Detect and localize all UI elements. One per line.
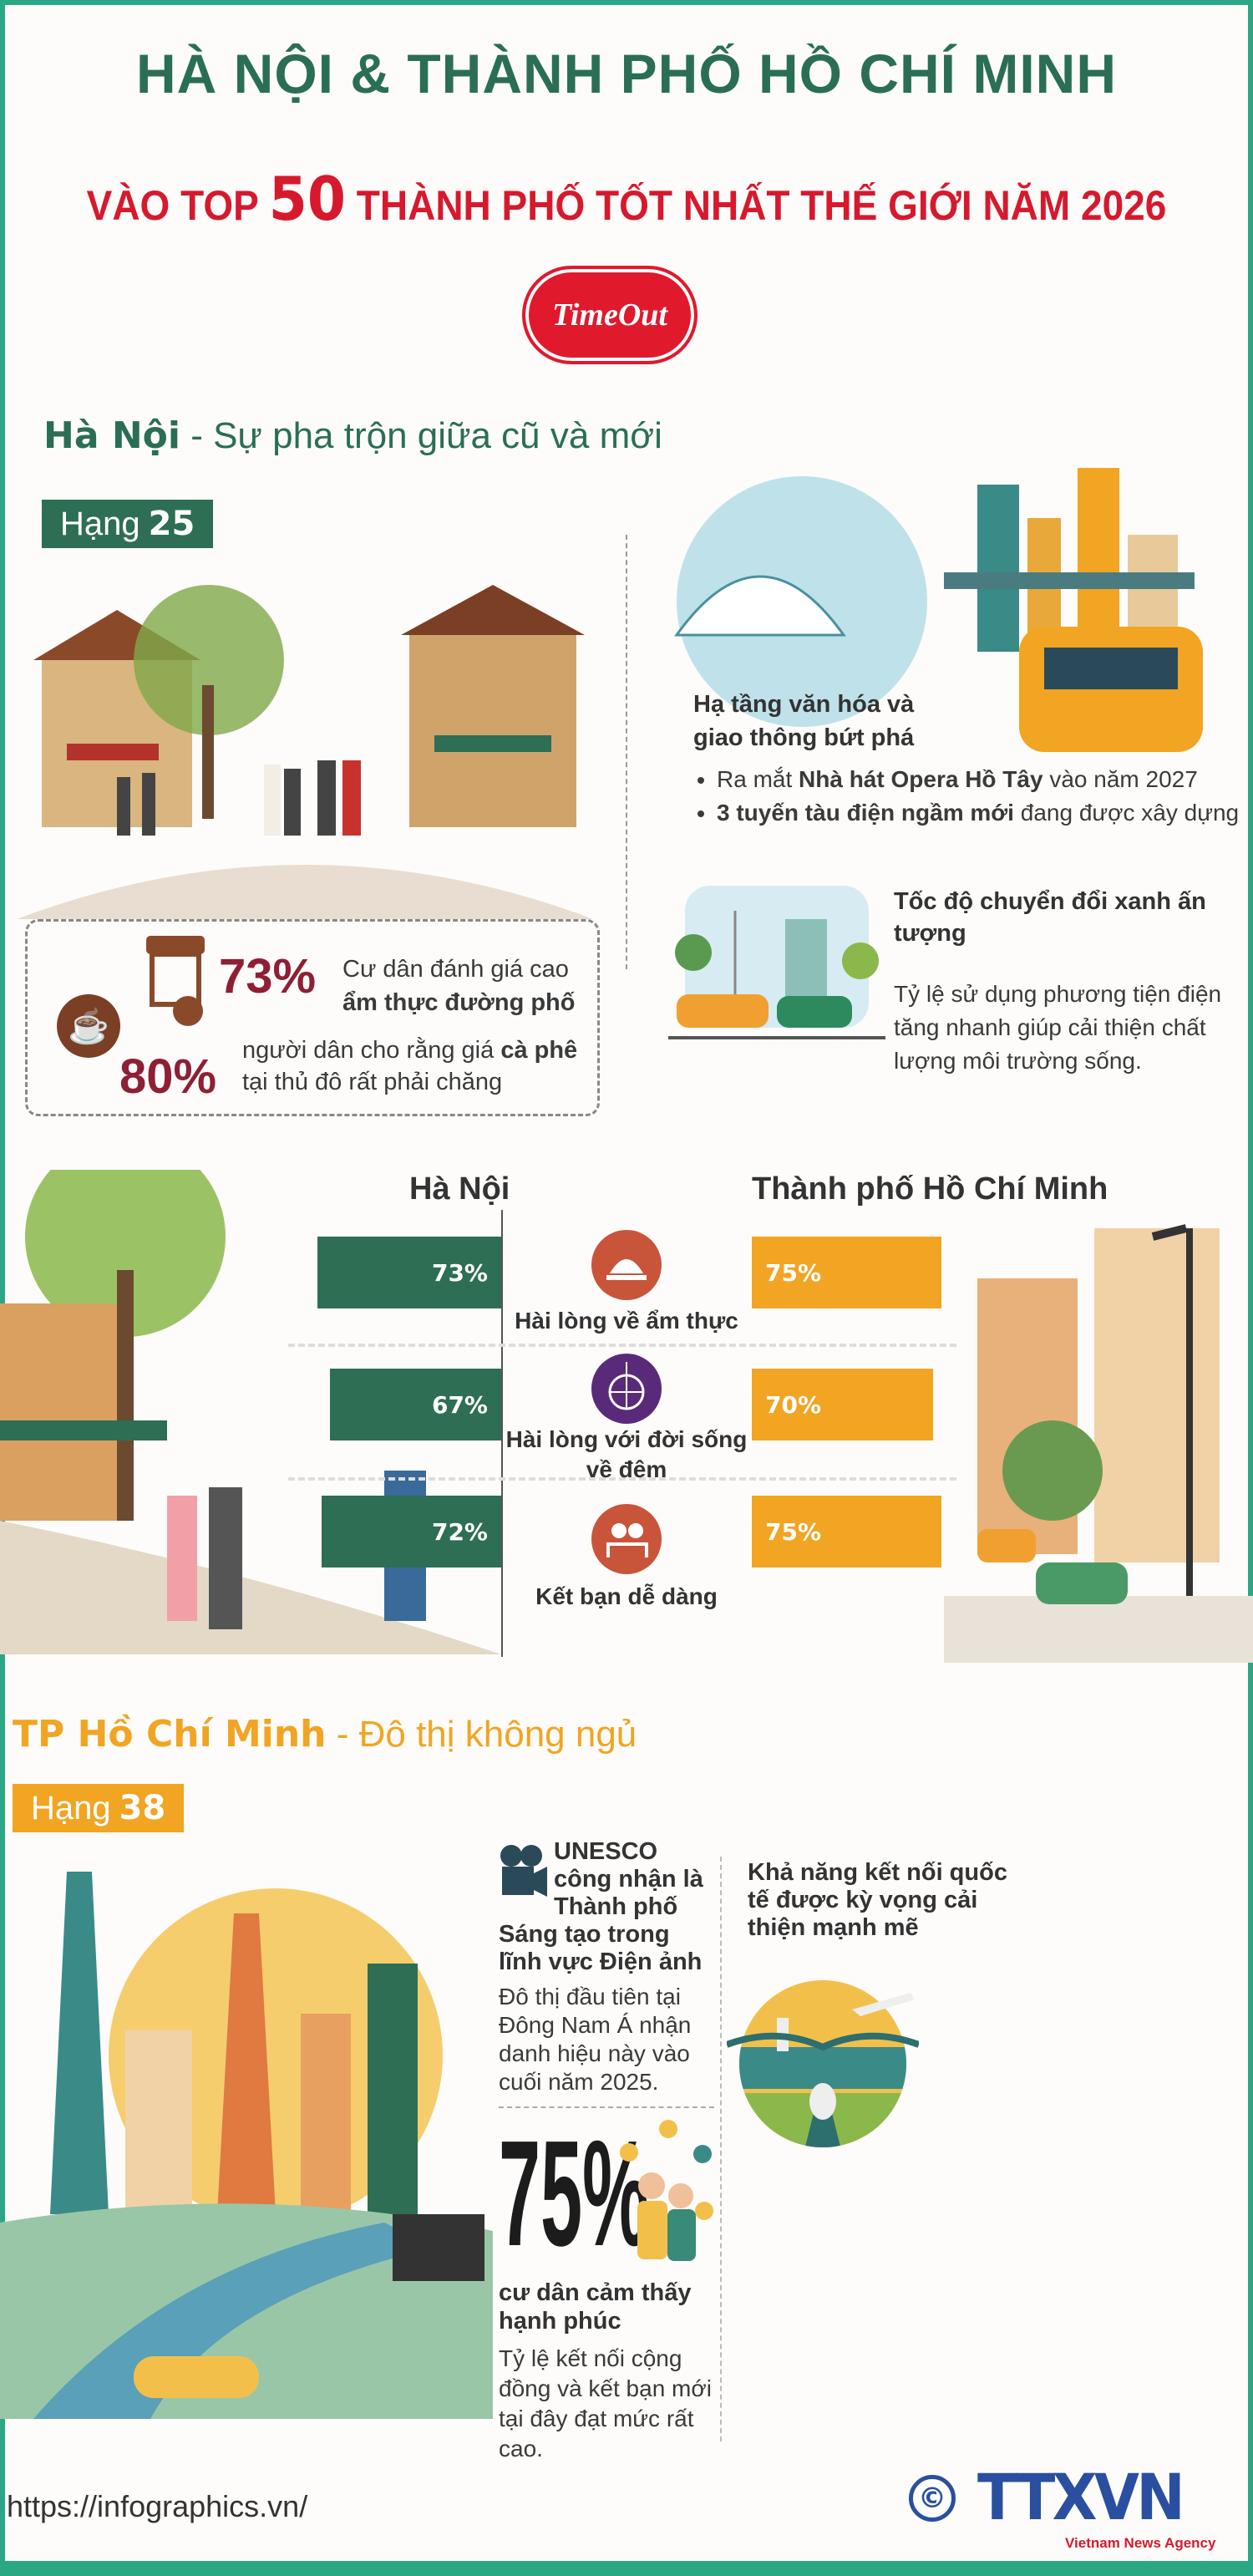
bullet-text: đang được xây dựng: [1013, 800, 1240, 826]
hanoi-bar-food: 73%: [317, 1237, 501, 1308]
coffee-icon: ☕: [57, 994, 120, 1058]
rank-label: Hạng: [60, 505, 140, 542]
subtitle-pre: VÀO TOP: [86, 182, 259, 229]
copyright-icon: ©: [909, 2475, 956, 2522]
infra-bullet: Ra mắt Nhà hát Opera Hồ Tây vào năm 2027: [717, 765, 1243, 795]
rank-label: Hạng: [31, 1789, 111, 1827]
ttxvn-logo-subtitle: Vietnam News Agency: [1065, 2535, 1216, 2551]
hanoi-infra-bullets: Ra mắt Nhà hát Opera Hồ Tây vào năm 2027…: [717, 765, 1243, 828]
stat-street-food-text: Cư dân đánh giá cao ẩm thực đường phố: [342, 953, 593, 1019]
category-friends: Kết bạn dễ dàng: [535, 1583, 718, 1609]
comparison-axis: [501, 1210, 503, 1657]
unesco-title: UNESCO công nhận là Thành phố Sáng tạo t…: [499, 1838, 703, 1975]
connectivity-title: Khả năng kết nối quốc tế được kỳ vọng cả…: [748, 1859, 1007, 1941]
hanoi-bar-nightlife: 67%: [330, 1369, 501, 1440]
source-url[interactable]: https://infographics.vn/: [7, 2489, 308, 2523]
comparison-hanoi-header: Hà Nội: [409, 1171, 510, 1207]
hanoi-name: Hà Nội: [43, 414, 180, 457]
stat-text: Cư dân đánh giá cao: [342, 956, 569, 983]
airport-illustration: [727, 1980, 919, 2147]
green-transition-text: Tỷ lệ sử dụng phương tiện điện tăng nhan…: [894, 981, 1222, 1074]
stat-bold: ẩm thực đường phố: [342, 989, 576, 1016]
friends-icon: [591, 1504, 662, 1574]
hcm-bar-nightlife: 70%: [752, 1369, 933, 1440]
hcm-street-illustration: [944, 1224, 1253, 1663]
happiness-value: 75%: [499, 2110, 650, 2278]
bullet-bold: Nhà hát Opera Hồ Tây: [799, 766, 1043, 792]
stat-text: tại thủ đô rất phải chăng: [242, 1069, 503, 1095]
subtitle-post: THÀNH PHỐ TỐT NHẤT THẾ GIỚI NĂM 2026: [356, 182, 1167, 229]
hanoi-section-title: Hà Nội - Sự pha trộn giữa cũ và mới: [43, 414, 662, 457]
hcm-bar-food: 75%: [752, 1237, 941, 1308]
hcm-facts-column: UNESCO công nhận là Thành phố Sáng tạo t…: [499, 1838, 714, 2464]
green-transition-title: Tốc độ chuyển đổi xanh ấn tượng: [894, 888, 1206, 947]
timeout-logo-text: TimeOut: [552, 297, 667, 333]
row-divider: [288, 1477, 956, 1481]
hcm-bar-friends: 75%: [752, 1496, 941, 1567]
unesco-text: Đô thị đầu tiên tại Đông Nam Á nhận danh…: [499, 1984, 692, 2095]
hcm-city-illustration: [0, 1872, 493, 2419]
hanoi-stats-box: [25, 919, 600, 1116]
rank-value: 38: [119, 1789, 166, 1827]
vertical-divider: [720, 1857, 722, 2441]
ttxvn-logo: TTXVN: [977, 2460, 1185, 2534]
happiness-label: cư dân cảm thấy hạnh phúc: [499, 2279, 692, 2335]
bullet-text: Ra mắt: [717, 766, 799, 792]
hanoi-rank-badge: Hạng 25: [42, 500, 214, 548]
comparison-hcm-header: Thành phố Hồ Chí Minh: [752, 1171, 1108, 1207]
happiness-row: 75%: [499, 2115, 714, 2274]
sub-title: VÀO TOP 50 THÀNH PHỐ TỐT NHẤT THẾ GIỚI N…: [50, 164, 1203, 241]
happy-people-illustration: [620, 2120, 713, 2261]
timeout-logo: TimeOut: [522, 266, 698, 364]
stat-text: người dân cho rằng giá: [242, 1037, 501, 1064]
stat-coffee-text: người dân cho rằng giá cà phê tại thủ đô …: [242, 1034, 597, 1098]
category-food: Hài lòng về ẩm thực: [515, 1308, 738, 1334]
rank-value: 25: [148, 505, 195, 543]
food-cloche-icon: [591, 1230, 662, 1300]
subtitle-number: 50: [268, 164, 346, 234]
hcm-subtitle: - Đô thị không ngủ: [336, 1714, 637, 1755]
bullet-text: vào năm 2027: [1042, 766, 1198, 792]
infra-bullet: 3 tuyến tàu điện ngầm mới đang được xây …: [717, 798, 1243, 828]
unesco-block: UNESCO công nhận là Thành phố Sáng tạo t…: [499, 1838, 714, 1976]
row-divider: [288, 1344, 956, 1347]
disco-ball-icon: [591, 1354, 662, 1424]
green-transport-illustration: [668, 886, 885, 1039]
happiness-text: Tỷ lệ kết nối cộng đồng và kết bạn mới t…: [499, 2345, 712, 2462]
section-divider: [499, 2106, 714, 2108]
hanoi-bar-friends: 72%: [322, 1496, 501, 1567]
bullet-bold: 3 tuyến tàu điện ngầm mới: [717, 800, 1014, 826]
opera-metro-illustration: [674, 468, 1203, 752]
stat-bold: cà phê: [500, 1037, 578, 1064]
hanoi-street-illustration: [17, 585, 593, 919]
hanoi-lake-street-illustration: [0, 1170, 501, 1654]
food-cart-icon: [146, 936, 205, 1026]
category-nightlife: Hài lòng với đời sống về đêm: [505, 1426, 748, 1482]
hcm-name: TP Hồ Chí Minh: [13, 1713, 327, 1755]
stat-coffee-value: 80%: [119, 1049, 217, 1104]
hanoi-infra-title: Hạ tầng văn hóa và giao thông bứt phá: [693, 691, 915, 751]
hcm-section-title: TP Hồ Chí Minh - Đô thị không ngủ: [13, 1713, 637, 1755]
film-camera-icon: [500, 1845, 547, 1897]
hcm-rank-badge: Hạng 38: [13, 1784, 185, 1832]
stat-street-food-value: 73%: [219, 949, 317, 1003]
vertical-divider: [626, 535, 627, 969]
main-title: HÀ NỘI & THÀNH PHỐ HỒ CHÍ MINH: [136, 43, 1117, 104]
hanoi-subtitle: - Sự pha trộn giữa cũ và mới: [190, 415, 662, 456]
